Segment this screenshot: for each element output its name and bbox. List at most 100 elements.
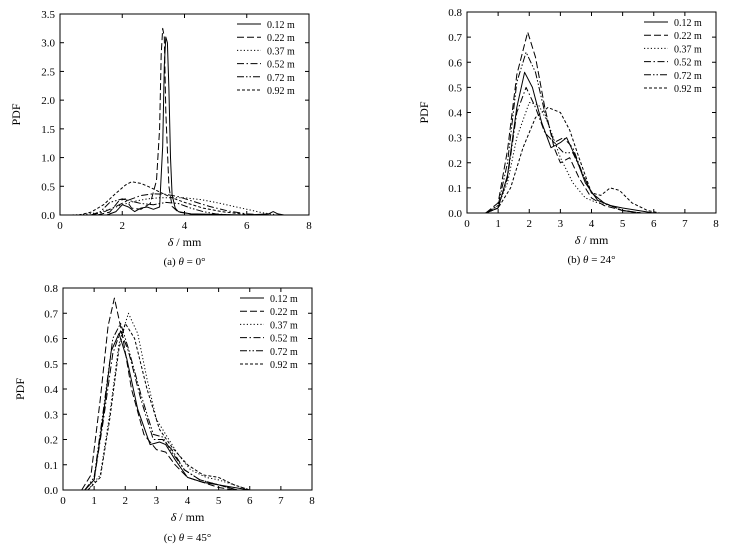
x-tick-label: 2: [123, 495, 129, 507]
panel-caption: (b) θ = 24°: [567, 254, 615, 266]
y-tick-label: 0.5: [448, 82, 462, 94]
y-tick-label: 0.1: [44, 460, 58, 472]
series-line-022m: [97, 27, 204, 216]
x-tick-label: 2: [527, 218, 533, 230]
caption-variable: θ: [583, 254, 589, 266]
legend-label: 0.12 m: [674, 18, 702, 29]
x-tick-label: 5: [620, 218, 626, 230]
x-tick-label: 4: [182, 220, 188, 232]
series-line-012m: [84, 333, 250, 491]
legend: 0.12 m 0.22 m 0.37 m 0.52 m 0.72 m 0.92 m: [237, 20, 295, 97]
legend-label: 0.52 m: [270, 334, 298, 345]
legend-label: 0.72 m: [267, 73, 295, 84]
x-tick-label: 3: [154, 495, 160, 507]
y-tick-label: 0.6: [44, 334, 58, 346]
panel-caption: (c) θ = 45°: [164, 532, 211, 544]
x-tick-label: 6: [247, 495, 253, 507]
series-line-037m: [69, 197, 278, 216]
x-axis-label: δ / mm: [168, 235, 202, 249]
panel-b: 0 1 2 3 4 5 6 7 8 0.0 0.1 0.2 0.3 0.4 0.5 0.6 0.7 0.8 0.12…: [417, 7, 719, 266]
legend-label: 0.12 m: [267, 20, 295, 31]
y-tick-label: 0.3: [44, 409, 58, 421]
series-line-052m: [84, 330, 238, 491]
x-tick-label: 6: [244, 220, 250, 232]
series-line-072m: [90, 198, 232, 216]
caption-value: = 0°: [184, 256, 206, 268]
x-tick-label: 1: [495, 218, 501, 230]
y-tick-label: 0.2: [448, 158, 462, 170]
legend-label: 0.37 m: [674, 44, 702, 55]
y-tick-label: 0.2: [44, 435, 58, 447]
series-line-037m: [87, 312, 250, 491]
series-line-052m: [485, 86, 642, 214]
x-tick-label: 0: [464, 218, 470, 230]
y-tick-label: 0.8: [448, 7, 462, 19]
legend-label: 0.52 m: [267, 60, 295, 71]
x-tick-label: 5: [216, 495, 222, 507]
x-tick-label: 4: [589, 218, 595, 230]
caption-prefix: (b): [567, 254, 583, 266]
series-line-092m: [78, 181, 260, 216]
y-tick-label: 0.7: [448, 32, 462, 44]
legend-label: 0.37 m: [270, 320, 298, 331]
x-axis-variable: δ: [168, 235, 174, 249]
series-line-012m: [106, 36, 285, 216]
legend-label: 0.12 m: [270, 294, 298, 305]
y-tick-label: 0.5: [41, 181, 55, 193]
legend: 0.12 m 0.22 m 0.37 m 0.52 m 0.72 m 0.92 m: [240, 294, 298, 371]
x-axis-unit: / mm: [173, 235, 202, 249]
panel-c: 0 1 2 3 4 5 6 7 8 0.0 0.1 0.2 0.3 0.4 0.5 0.6 0.7 0.8 0.12…: [13, 283, 315, 544]
y-tick-label: 2.0: [41, 95, 55, 107]
y-tick-label: 0.0: [448, 208, 462, 220]
y-tick-label: 0.7: [44, 308, 58, 320]
y-tick-label: 0.4: [448, 108, 462, 120]
x-tick-label: 6: [651, 218, 657, 230]
x-axis-label: δ / mm: [171, 510, 205, 524]
legend-label: 0.92 m: [674, 84, 702, 95]
legend-label: 0.22 m: [674, 31, 702, 42]
series-line-022m: [485, 31, 642, 214]
series-line-092m: [87, 322, 250, 491]
legend-label: 0.92 m: [270, 360, 298, 371]
y-tick-label: 2.5: [41, 66, 55, 78]
x-tick-label: 8: [306, 220, 312, 232]
caption-variable: θ: [179, 532, 185, 544]
caption-value: = 24°: [588, 254, 615, 266]
y-tick-label: 0.0: [44, 485, 58, 497]
x-axis-variable: δ: [171, 510, 177, 524]
x-axis-label: δ / mm: [575, 233, 609, 247]
legend-label: 0.22 m: [270, 307, 298, 318]
y-tick-label: 0.8: [44, 283, 58, 295]
y-axis-label: PDF: [13, 378, 27, 400]
y-axis-label: PDF: [9, 103, 23, 125]
panel-a: 0 2 4 6 8 0.0 0.5 1.0 1.5 2.0 2.5 3.0 3.5 0.12 m 0.22 …: [9, 9, 312, 268]
caption-prefix: (a): [164, 256, 179, 268]
panel-caption: (a) θ = 0°: [164, 256, 206, 268]
y-tick-label: 0.1: [448, 183, 462, 195]
y-tick-label: 0.3: [448, 133, 462, 145]
caption-value: = 45°: [184, 532, 211, 544]
x-tick-label: 7: [682, 218, 688, 230]
y-tick-label: 1.0: [41, 153, 55, 165]
legend-label: 0.22 m: [267, 33, 295, 44]
y-tick-label: 3.5: [41, 9, 55, 21]
x-tick-label: 3: [558, 218, 564, 230]
series-line-012m: [485, 71, 654, 214]
y-tick-label: 0.6: [448, 57, 462, 69]
x-axis-unit: / mm: [176, 510, 205, 524]
x-axis-unit: / mm: [580, 233, 609, 247]
x-axis-variable: δ: [575, 233, 581, 247]
plot-frame: [62, 287, 313, 491]
legend-label: 0.72 m: [270, 347, 298, 358]
y-tick-label: 0.4: [44, 384, 58, 396]
series-line-037m: [485, 102, 642, 214]
legend-label: 0.72 m: [674, 71, 702, 82]
x-tick-label: 0: [57, 220, 63, 232]
y-tick-label: 0.0: [41, 210, 55, 222]
series-line-072m: [84, 322, 238, 491]
series-line-072m: [485, 51, 642, 214]
series-line-092m: [485, 107, 661, 214]
legend-label: 0.37 m: [267, 46, 295, 57]
y-axis-label: PDF: [417, 101, 431, 123]
